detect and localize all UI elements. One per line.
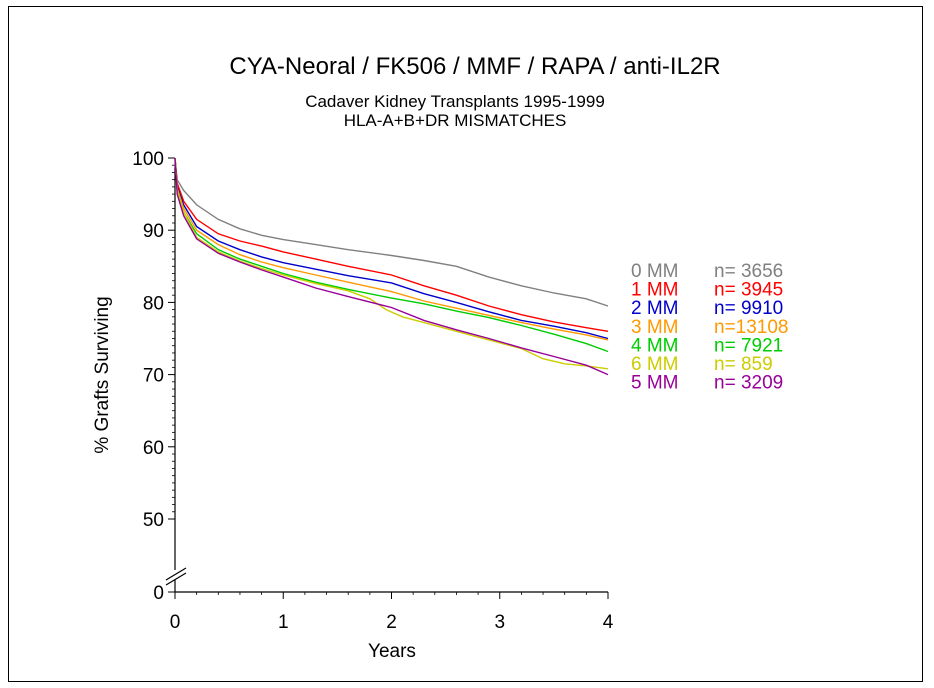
- legend-series-name: 2 MM: [631, 298, 679, 319]
- y-tick-label: 50: [143, 510, 164, 531]
- legend-series-count: n= 859: [714, 354, 773, 375]
- series-line-6-mm: [174, 157, 609, 370]
- y-tick-label: 70: [143, 366, 164, 387]
- chart-subtitle-line-1: Cadaver Kidney Transplants 1995-1999: [305, 92, 605, 111]
- legend-series-name: 5 MM: [631, 373, 679, 394]
- y-tick-label: 90: [143, 221, 164, 242]
- legend-series-name: 3 MM: [631, 317, 679, 338]
- x-tick-label: 3: [494, 612, 505, 633]
- legend-series-count: n= 7921: [714, 335, 783, 356]
- legend-series-count: n=13108: [714, 317, 789, 338]
- legend-series-count: n= 3945: [714, 280, 783, 301]
- legend-series-name: 1 MM: [631, 280, 679, 301]
- legend-series-count: n= 3209: [714, 373, 783, 394]
- y-tick-label: 60: [143, 438, 164, 459]
- legend-series-name: 0 MM: [631, 261, 679, 282]
- legend-series-name: 6 MM: [631, 354, 679, 375]
- chart-frame: [8, 6, 923, 682]
- series-line-3-mm: [174, 157, 609, 341]
- x-tick-label: 1: [278, 612, 289, 633]
- series-line-1-mm: [174, 157, 609, 332]
- series-lines: [174, 157, 609, 376]
- legend-series-name: 4 MM: [631, 335, 679, 356]
- series-line-4-mm: [174, 157, 609, 353]
- series-line-2-mm: [174, 157, 609, 340]
- x-axis-label: Years: [368, 641, 416, 662]
- axis-break-mark: [165, 572, 187, 586]
- legend-series-count: n= 3656: [714, 261, 783, 282]
- x-tick-label: 4: [603, 612, 614, 633]
- y-tick-label: 100: [132, 149, 164, 170]
- series-line-0-mm: [174, 157, 609, 307]
- x-tick-label: 2: [386, 612, 397, 633]
- chart-title: CYA-Neoral / FK506 / MMF / RAPA / anti-I…: [229, 53, 720, 80]
- legend: 0 MM n= 3656 1 MM n= 3945 2 MM n= 9910 3 MM n=1…: [631, 261, 789, 394]
- chart-subtitle-line-2: HLA-A+B+DR MISMATCHES: [344, 111, 567, 130]
- x-tick-label: 0: [170, 612, 181, 633]
- y-tick-label: 80: [143, 293, 164, 314]
- axis-break-mark: [165, 567, 187, 581]
- legend-series-count: n= 9910: [714, 298, 783, 319]
- axes: 0 50 60 70 80 90 100 0 1 2 3 4: [132, 149, 613, 633]
- y-axis-label: % Grafts Surviving: [92, 296, 113, 453]
- y-tick-label: 0: [153, 583, 164, 604]
- series-line-5-mm: [174, 157, 609, 376]
